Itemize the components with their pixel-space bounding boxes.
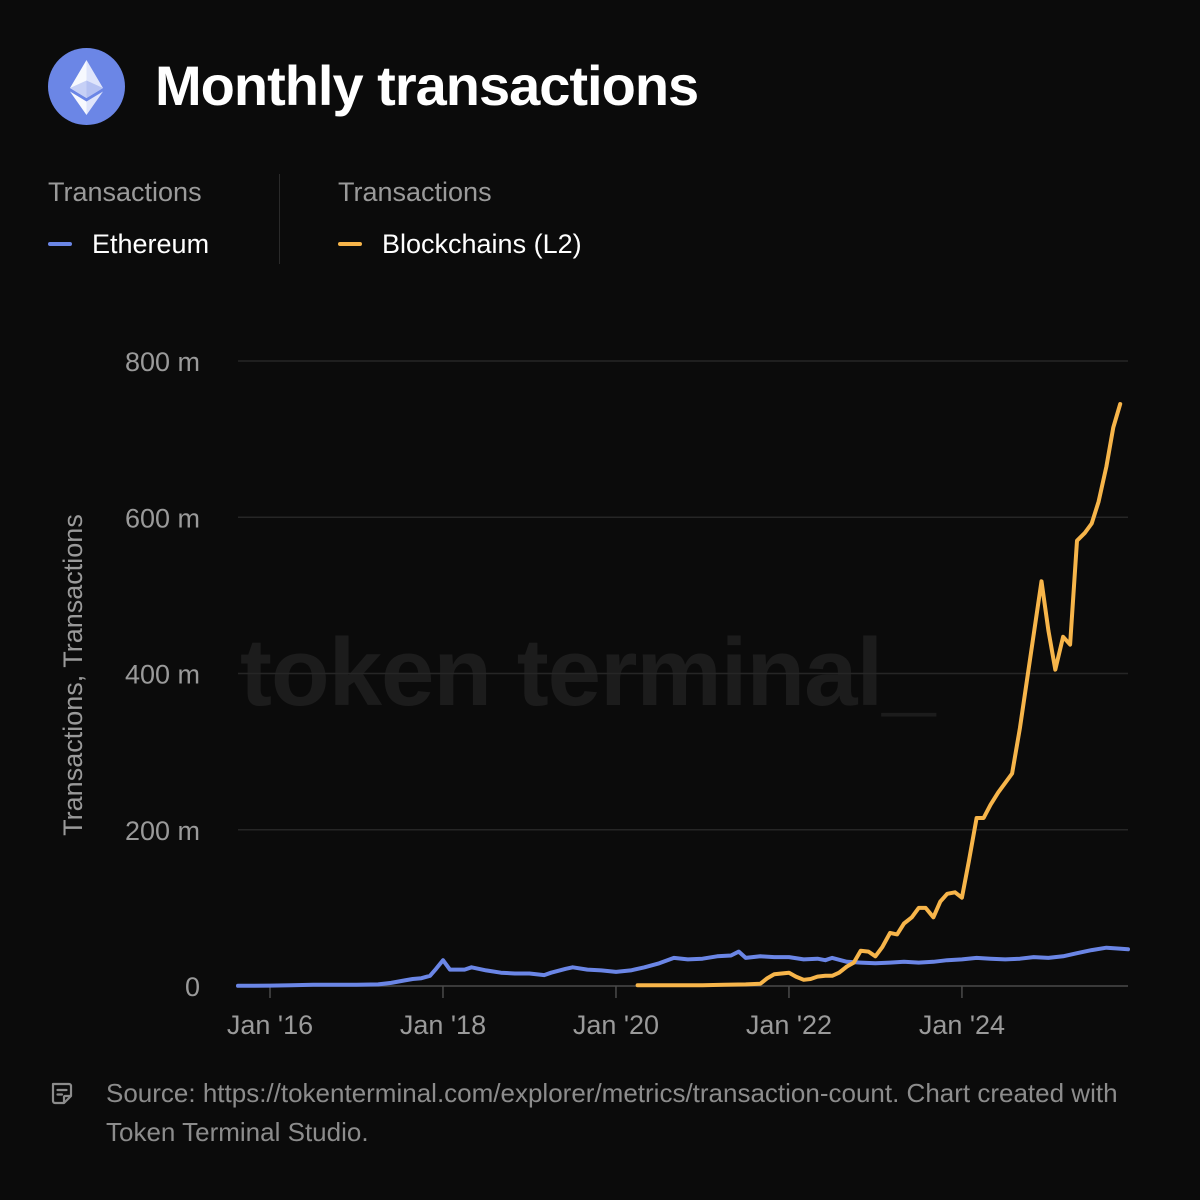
y-axis-label: Transactions, Transactions [58, 514, 88, 836]
legend-item-l2[interactable]: Blockchains (L2) [338, 226, 582, 262]
y-tick-label: 400 m [125, 660, 200, 690]
legend-item-ethereum[interactable]: Ethereum [48, 226, 209, 262]
x-tick-label: Jan '20 [573, 1010, 659, 1040]
ethereum-logo-icon [48, 48, 125, 125]
x-tick-label: Jan '18 [400, 1010, 486, 1040]
y-tick-label: 200 m [125, 816, 200, 846]
legend-swatch-ethereum [48, 242, 72, 246]
x-tick-label: Jan '24 [919, 1010, 1005, 1040]
legend-group-ethereum: Transactions Ethereum [48, 172, 209, 262]
x-tick-label: Jan '22 [746, 1010, 832, 1040]
x-tick-label: Jan '16 [227, 1010, 313, 1040]
y-tick-label: 600 m [125, 503, 200, 533]
legend-divider [279, 174, 280, 264]
y-tick-label: 800 m [125, 347, 200, 377]
series-line-ethereum [236, 945, 1130, 988]
legend-header: Transactions [48, 177, 202, 207]
source-text: Source: https://tokenterminal.com/explor… [106, 1078, 1118, 1147]
series-line-l2 [635, 402, 1123, 988]
watermark: token terminal_ [240, 619, 937, 726]
legend-header: Transactions [338, 177, 492, 207]
legend-label: Blockchains (L2) [382, 229, 582, 259]
source-footer: Source: https://tokenterminal.com/explor… [48, 1074, 1158, 1152]
legend-swatch-l2 [338, 242, 362, 246]
page-title: Monthly transactions [155, 54, 699, 117]
legend-label: Ethereum [92, 229, 210, 259]
y-tick-label: 0 [185, 972, 200, 1002]
legend-group-l2: Transactions Blockchains (L2) [338, 172, 582, 262]
line-chart: token terminal_ 0 200 m 400 m 600 m 800 m Tran… [58, 347, 1130, 1040]
document-icon [51, 1082, 73, 1105]
